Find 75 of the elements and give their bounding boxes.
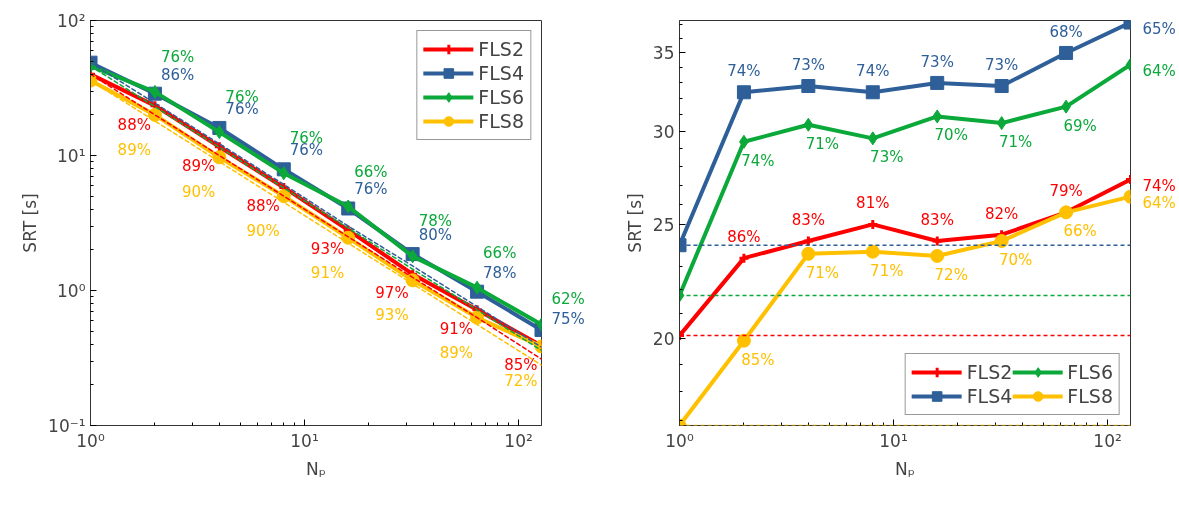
y-axis-title: SRT [s] — [624, 193, 645, 253]
annotation: 81% — [856, 194, 890, 213]
annotation: 76% — [160, 47, 195, 66]
annotation: 70% — [934, 126, 968, 145]
legend-label: FLS4 — [478, 61, 524, 85]
y-tick-label: 10¹ — [57, 145, 86, 166]
y-tick-label: 30 — [652, 122, 675, 142]
annotation: 78% — [483, 263, 517, 282]
y-tick-label: 35 — [652, 43, 675, 64]
annotation: 88% — [117, 115, 151, 134]
annotation: 93% — [375, 306, 409, 325]
x-axis-title: Nₚ — [306, 458, 326, 479]
annotation: 68% — [1049, 22, 1083, 41]
annotation: 66% — [483, 243, 517, 262]
annotation: 93% — [310, 240, 345, 259]
annotation: 79% — [1049, 182, 1083, 201]
annotation: 64% — [1142, 61, 1176, 80]
y-tick-label: 10⁰ — [57, 280, 86, 301]
legend-label: FLS8 — [478, 109, 524, 133]
annotation: 71% — [870, 261, 904, 280]
x-tick-label: 10⁰ — [665, 430, 694, 451]
x-tick-label: 10¹ — [879, 430, 908, 451]
annotation: 89% — [182, 156, 216, 175]
legend-label: FLS2 — [478, 37, 524, 61]
annotation: 66% — [1063, 222, 1097, 241]
annotation: 74% — [1142, 176, 1176, 195]
annotation: 91% — [310, 263, 345, 282]
annotation: 72% — [934, 265, 968, 284]
annotation: 69% — [1063, 116, 1097, 135]
x-tick-label: 10¹ — [290, 430, 319, 451]
annotation: 90% — [182, 183, 216, 202]
annotation: 83% — [920, 211, 954, 229]
legend-label: FLS2 — [966, 360, 1013, 384]
y-tick-label: 25 — [652, 214, 675, 235]
annotation: 89% — [439, 343, 474, 362]
annotation: 62% — [551, 290, 585, 309]
x-tick-label: 10² — [1093, 430, 1122, 451]
annotation: 71% — [805, 134, 840, 153]
x-tick-label: 10² — [504, 430, 533, 451]
legend-label: FLS6 — [1067, 360, 1113, 384]
annotation: 75% — [551, 309, 585, 328]
y-tick-label: 10² — [57, 10, 86, 31]
annotation: 74% — [727, 62, 761, 81]
annotation: 71% — [805, 263, 840, 282]
annotation: 73% — [920, 52, 954, 71]
annotation: 83% — [791, 211, 826, 229]
legend-label: FLS6 — [478, 85, 524, 109]
annotation: 85% — [504, 355, 538, 374]
annotation: 82% — [984, 204, 1019, 223]
annotation: 85% — [741, 350, 775, 369]
x-tick-label: 10⁰ — [76, 430, 105, 451]
annotation: 86% — [160, 65, 195, 84]
y-axis-title: SRT [s] — [20, 193, 41, 253]
annotation: 88% — [246, 197, 280, 216]
annotation: 76% — [354, 180, 388, 199]
x-axis-title: Nₚ — [895, 458, 915, 479]
y-tick-label: 20 — [652, 328, 675, 349]
annotation: 89% — [117, 140, 151, 159]
annotation: 73% — [984, 56, 1019, 75]
annotation: 86% — [727, 228, 761, 247]
annotation: 72% — [504, 372, 538, 391]
annotation: 74% — [856, 62, 890, 81]
legend-label: FLS4 — [966, 384, 1013, 408]
annotation: 65% — [1142, 19, 1176, 38]
annotation: 97% — [375, 284, 409, 303]
annotation: 73% — [870, 148, 904, 167]
annotation: 71% — [998, 133, 1033, 152]
annotation: 74% — [741, 151, 775, 170]
annotation: 90% — [246, 222, 280, 241]
annotation: 73% — [791, 56, 826, 75]
annotation: 70% — [998, 251, 1033, 269]
annotation: 91% — [439, 319, 474, 338]
annotation: 66% — [354, 162, 388, 181]
annotation: 64% — [1142, 193, 1176, 212]
legend-label: FLS8 — [1067, 384, 1113, 408]
